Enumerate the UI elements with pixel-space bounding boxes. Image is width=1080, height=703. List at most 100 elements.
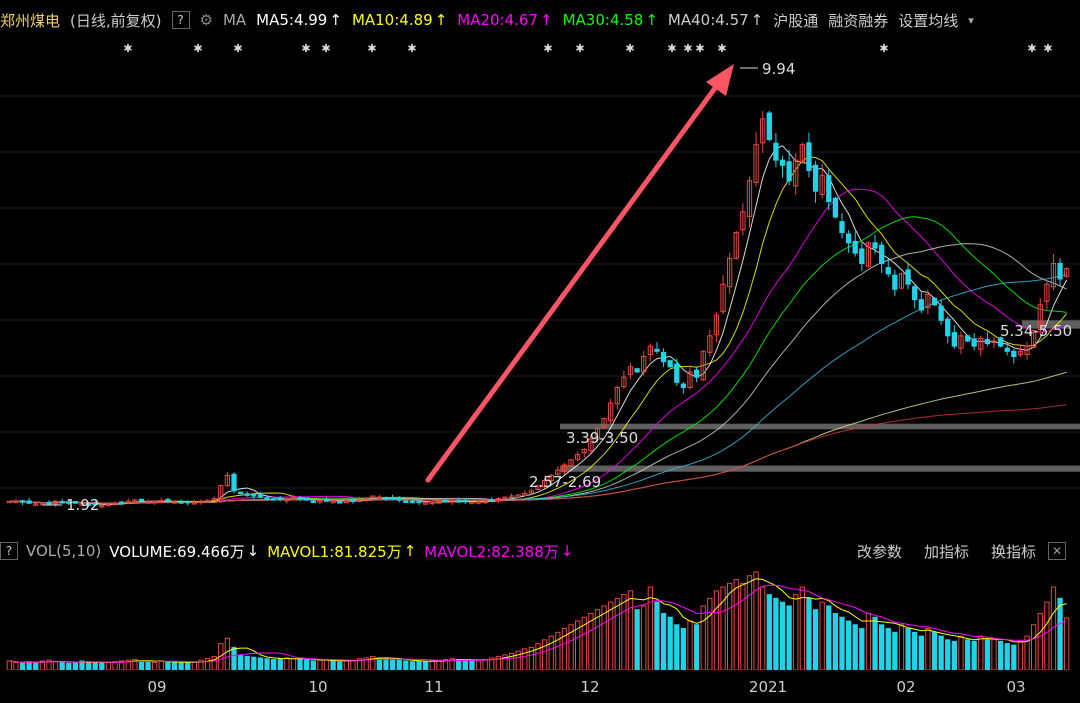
event-marker: ✱ [193,42,202,55]
candle-body [350,499,356,502]
candle-body [152,500,158,504]
stock-name[interactable]: 郑州煤电 [0,11,61,30]
volume-bar [627,590,634,670]
volume-bar [845,620,852,670]
volume-bar [945,639,951,670]
event-marker: ✱ [123,42,132,55]
candle-body [211,498,217,501]
volume-bar [819,601,825,670]
volume-bar [958,635,964,670]
volume-bar [26,661,32,670]
volume-bar [885,628,891,670]
candle-body [72,500,79,504]
candle-body [475,501,482,504]
volume-bar [343,660,349,670]
volume-bar [826,605,832,670]
settings-gear-icon[interactable]: ⚙ [199,11,213,29]
help-icon[interactable]: ? [171,11,190,29]
volume-bar [112,661,118,670]
candle-body [588,438,594,452]
volume-bar [581,616,587,670]
candle-body [224,474,231,487]
ma5-line [9,145,1068,506]
event-marker: ✱ [1027,42,1036,55]
candle-body [826,175,832,203]
volume-down-icon: ↓ [246,542,260,560]
volume-bar [462,659,468,670]
candle-body [231,473,237,492]
candle-body [436,501,442,504]
volume-bar [541,639,548,670]
candle-body [621,376,627,388]
candle-body [885,267,891,275]
volume-bar [409,661,416,670]
candle-body [746,180,753,218]
candle-body [495,498,501,502]
candle-body [528,490,535,494]
candle-body [786,161,792,182]
volume-bar [852,624,858,670]
candle-body [680,383,687,388]
event-marker: ✱ [667,42,676,55]
candle-body [85,503,92,506]
volume-bar [475,659,482,670]
volume-bar [693,624,700,670]
candle-body [264,497,270,500]
volume-bar [171,661,178,670]
volume-chart[interactable] [0,566,1080,670]
ma10-up-icon: ↑ [434,11,448,29]
candle-body [409,500,416,504]
date-axis: 09 10 11 12 2021 02 03 [0,672,1080,703]
volume-bar [1031,624,1037,670]
ma-label: MA [222,11,247,29]
dropdown-icon[interactable]: ▾ [968,13,974,27]
candle-body [138,498,145,502]
event-marker: ✱ [367,42,376,55]
params-button[interactable]: 改参数 [856,542,902,561]
candle-body [112,502,118,506]
link-margin[interactable]: 融资融券 [828,11,889,30]
ma20-value: MA20:4.67 [457,11,539,29]
candle-body [456,500,462,503]
volume-bar [1057,597,1063,670]
volume-bar [594,609,601,670]
high-label: 9.94 [762,60,796,78]
support-zone-1 [560,423,1080,430]
candle-body [290,497,297,501]
add-indicator-button[interactable]: 加指标 [923,542,969,561]
volume-bar [971,640,977,670]
volume-bar [667,616,673,670]
mavol1-up-icon: ↑ [403,542,417,560]
candle-body [812,164,819,192]
volume-bar [323,658,330,670]
candle-body [19,500,26,503]
volume-bar [370,655,376,670]
volume-bar [204,658,211,670]
volume-bar [92,661,98,670]
candle-body [277,497,283,501]
candle-body [997,337,1004,347]
price-header: 郑州煤电 (日线,前复权) ? ⚙ MA MA5:4.99 ↑ MA10:4.89… [0,0,1080,40]
volume-bar [601,605,607,670]
candle-body [931,297,938,306]
candle-body [46,501,52,505]
switch-indicator-button[interactable]: 换指标 [990,542,1036,561]
candle-body [760,118,766,144]
volume-bar [687,620,693,670]
candle-body [370,495,376,499]
trend-arrow-head [706,64,734,96]
link-settings[interactable]: 设置均线 [898,11,959,30]
link-hgt[interactable]: 沪股通 [773,11,819,30]
close-icon[interactable]: ✕ [1048,542,1066,560]
volume-bar [39,660,45,670]
candle-body [641,356,647,373]
vol-help-icon[interactable]: ? [0,542,18,560]
price-chart[interactable]: ✱ ✱ ✱ ✱ ✱ ✱ ✱ ✱ ✱ ✱ ✱ ✱ ✱ ✱ ✱ ✱ ✱ [0,40,1080,535]
volume-bar [997,640,1004,670]
candle-body [125,500,131,504]
zone3-label: 5.34-5.50 [1000,322,1073,340]
volume-bar [330,660,336,670]
volume-bar [264,658,270,670]
candle-body [1037,304,1043,331]
candle-body [33,503,39,506]
